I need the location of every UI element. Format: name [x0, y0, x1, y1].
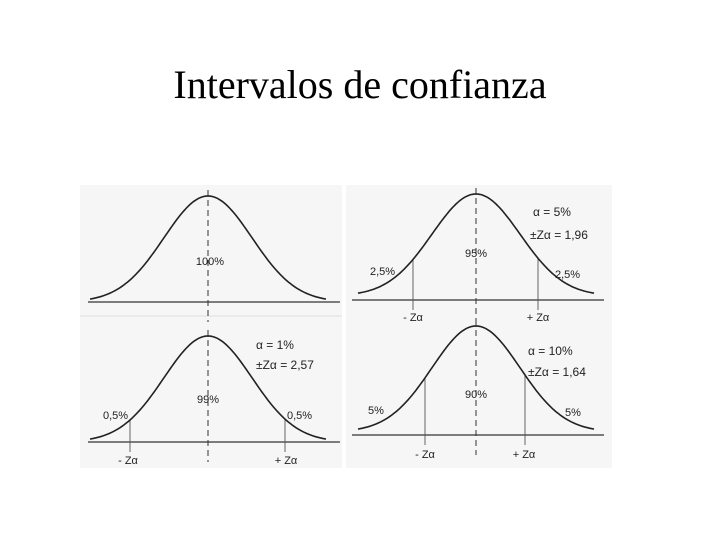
z-mark-label: + Zα	[275, 455, 298, 467]
image-left	[80, 185, 342, 468]
z-label: ±Zα = 2,57	[256, 358, 314, 372]
z-mark-label: - Zα	[415, 449, 435, 461]
alpha-label: α = 10%	[528, 344, 573, 358]
normal-curve	[357, 325, 595, 430]
tail-label: 2,5%	[370, 266, 395, 278]
tail-label: 0,5%	[103, 410, 128, 422]
curves	[88, 188, 604, 462]
normal-curve	[357, 193, 595, 294]
tail-label: 5%	[565, 407, 581, 419]
tail-label: 0,5%	[287, 410, 312, 422]
alpha-label: α = 1%	[256, 338, 294, 352]
alpha-label: α = 5%	[533, 205, 571, 219]
z-mark-label: + Zα	[527, 312, 550, 324]
center-label: 100%	[196, 256, 224, 268]
tail-label: 5%	[368, 405, 384, 417]
slide-title: Intervalos de confianza	[173, 62, 546, 107]
z-mark-label: + Zα	[513, 449, 536, 461]
center-label: 90%	[465, 389, 487, 401]
z-mark-label: - Zα	[118, 455, 138, 467]
z-label: ±Zα = 1,64	[528, 365, 586, 379]
normal-curve	[89, 195, 327, 300]
z-label: ±Zα = 1,96	[530, 228, 588, 242]
z-mark-label: - Zα	[403, 312, 423, 324]
center-label: 99%	[197, 394, 219, 406]
tail-label: 2,5%	[555, 269, 580, 281]
normal-curve	[89, 335, 327, 440]
center-label: 95%	[465, 248, 487, 260]
